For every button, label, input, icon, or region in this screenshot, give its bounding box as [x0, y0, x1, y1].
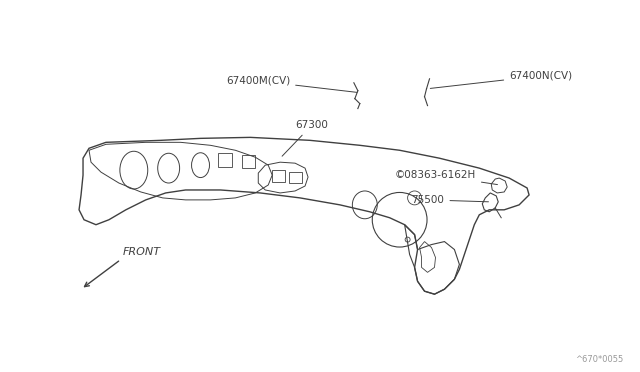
Text: 67300: 67300 — [282, 121, 328, 156]
Text: 67400N(CV): 67400N(CV) — [430, 71, 572, 89]
Text: ^670*0055: ^670*0055 — [575, 355, 623, 364]
Text: FRONT: FRONT — [123, 247, 161, 257]
Text: 67400M(CV): 67400M(CV) — [226, 76, 357, 92]
Text: ©08363-6162H: ©08363-6162H — [395, 170, 497, 185]
Text: 75500: 75500 — [412, 195, 488, 205]
